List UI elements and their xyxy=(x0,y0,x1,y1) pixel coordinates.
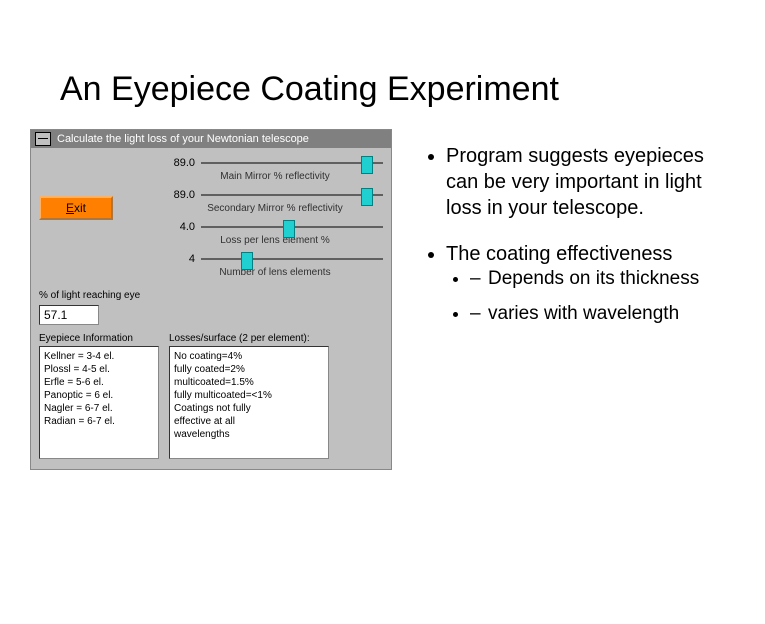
slider-thumb[interactable] xyxy=(361,188,373,206)
subbullet-1: Depends on its thickness xyxy=(470,267,735,292)
losses-label: Losses/surface (2 per element): xyxy=(169,333,329,344)
list-item: Plossl = 4-5 el. xyxy=(44,363,154,376)
list-item: No coating=4% xyxy=(174,350,324,363)
losses-box: No coating=4%fully coated=2%multicoated=… xyxy=(169,346,329,459)
slider-row: 89.0 Main Mirror % reflectivity xyxy=(167,156,383,182)
slider-label: Loss per lens element % xyxy=(167,235,383,246)
exit-button[interactable]: Exit xyxy=(39,196,113,220)
slider-track[interactable] xyxy=(201,188,383,202)
page-title: An Eyepiece Coating Experiment xyxy=(60,70,735,109)
slider-thumb[interactable] xyxy=(241,252,253,270)
slider-label: Secondary Mirror % reflectivity xyxy=(167,203,383,214)
app-window: Calculate the light loss of your Newtoni… xyxy=(30,129,392,470)
list-item: Panoptic = 6 el. xyxy=(44,389,154,402)
slider-track[interactable] xyxy=(201,156,383,170)
bullet-1: Program suggests eyepieces can be very i… xyxy=(446,143,735,221)
slider-thumb[interactable] xyxy=(283,220,295,238)
slider-track[interactable] xyxy=(201,220,383,234)
list-item: fully coated=2% xyxy=(174,363,324,376)
slider-row: 89.0 Secondary Mirror % reflectivity xyxy=(167,188,383,214)
slider-row: 4.0 Loss per lens element % xyxy=(167,220,383,246)
slider-label: Number of lens elements xyxy=(167,267,383,278)
eyepiece-info-box: Kellner = 3-4 el.Plossl = 4-5 el.Erfle =… xyxy=(39,346,159,459)
list-item: wavelengths xyxy=(174,428,324,441)
slider-value: 4 xyxy=(167,253,195,265)
bullet-list: Program suggests eyepieces can be very i… xyxy=(422,129,735,346)
list-item: multicoated=1.5% xyxy=(174,376,324,389)
slider-track[interactable] xyxy=(201,252,383,266)
light-reaching-value: 57.1 xyxy=(39,305,99,325)
light-reaching-label: % of light reaching eye xyxy=(39,290,159,301)
list-item: Coatings not fully xyxy=(174,402,324,415)
eyepiece-info-label: Eyepiece Information xyxy=(39,333,159,344)
slider-row: 4 Number of lens elements xyxy=(167,252,383,278)
slider-value: 89.0 xyxy=(167,157,195,169)
bullet-2-text: The coating effectiveness xyxy=(446,243,672,265)
slider-value: 4.0 xyxy=(167,221,195,233)
system-menu-icon[interactable] xyxy=(35,132,51,146)
list-item: effective at all xyxy=(174,415,324,428)
list-item: Nagler = 6-7 el. xyxy=(44,402,154,415)
titlebar: Calculate the light loss of your Newtoni… xyxy=(31,130,391,148)
slider-thumb[interactable] xyxy=(361,156,373,174)
list-item: Kellner = 3-4 el. xyxy=(44,350,154,363)
list-item: Radian = 6-7 el. xyxy=(44,415,154,428)
list-item: fully multicoated=<1% xyxy=(174,389,324,402)
slider-value: 89.0 xyxy=(167,189,195,201)
window-title: Calculate the light loss of your Newtoni… xyxy=(57,133,309,145)
subbullet-2: varies with wavelength xyxy=(470,302,735,327)
slider-label: Main Mirror % reflectivity xyxy=(167,171,383,182)
list-item: Erfle = 5-6 el. xyxy=(44,376,154,389)
bullet-2: The coating effectiveness Depends on its… xyxy=(446,241,735,326)
